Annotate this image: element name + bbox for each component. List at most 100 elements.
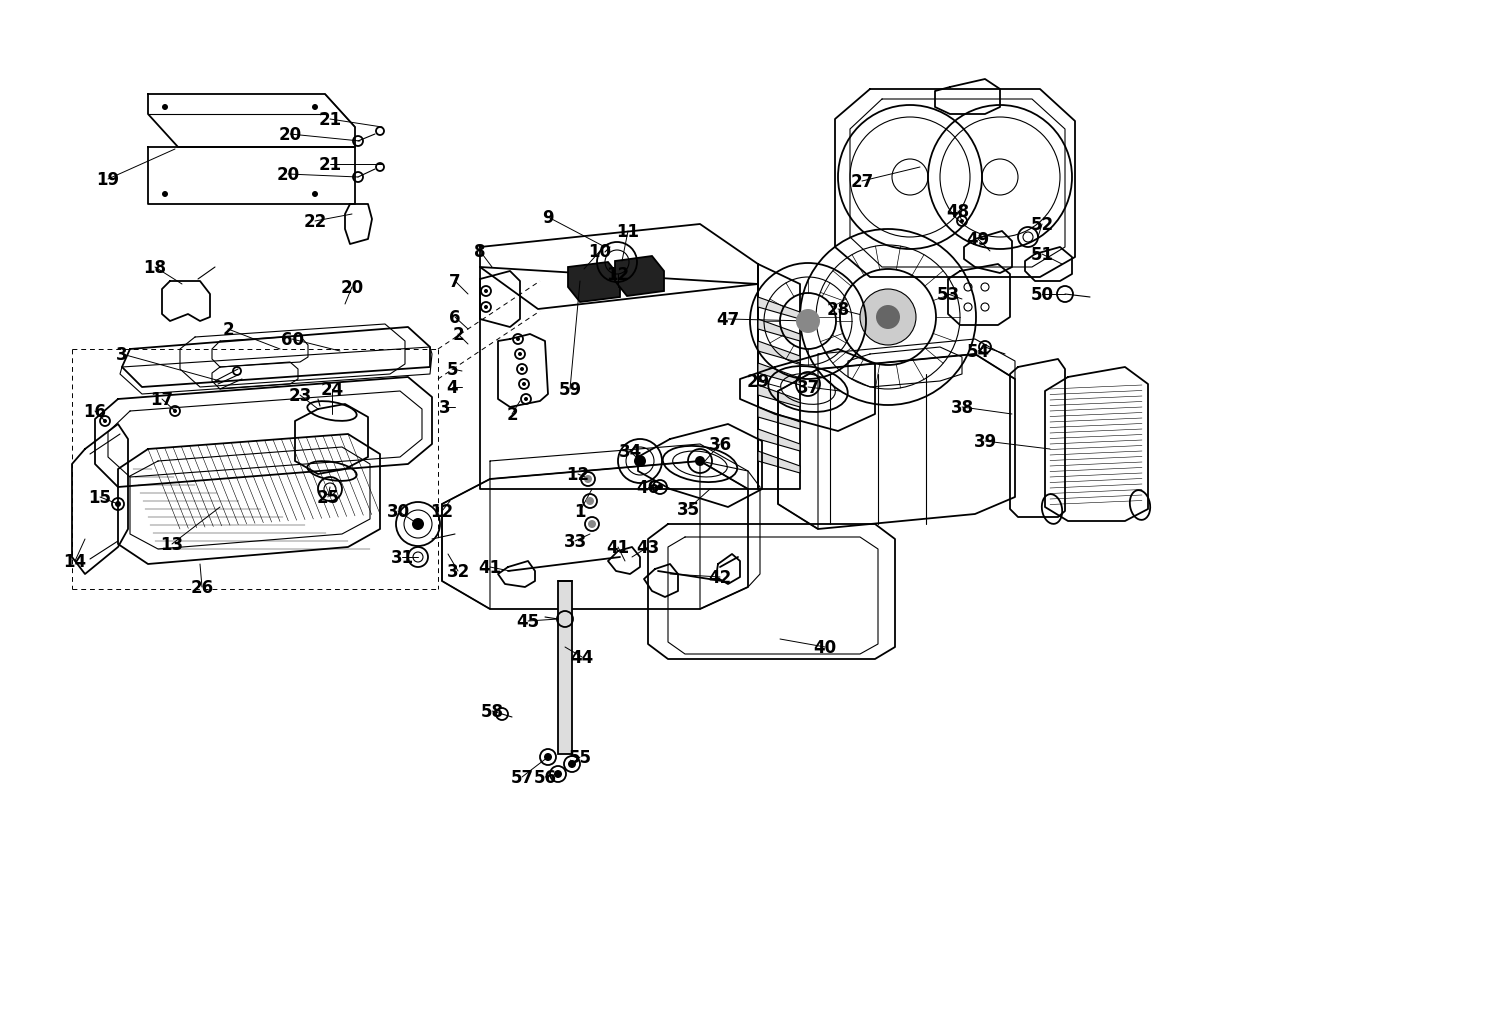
Text: 12: 12 — [430, 502, 454, 521]
Circle shape — [524, 397, 528, 401]
Text: 30: 30 — [386, 502, 409, 521]
Circle shape — [115, 501, 121, 507]
Text: 35: 35 — [676, 500, 700, 519]
Circle shape — [521, 368, 524, 372]
Circle shape — [960, 220, 964, 224]
Text: 18: 18 — [143, 259, 166, 277]
Circle shape — [484, 289, 487, 293]
Circle shape — [161, 192, 167, 198]
Text: 46: 46 — [637, 479, 659, 496]
Text: 11: 11 — [617, 223, 640, 240]
Text: 28: 28 — [827, 301, 850, 319]
Circle shape — [545, 753, 552, 761]
Polygon shape — [758, 364, 800, 385]
Circle shape — [797, 310, 819, 333]
Text: 7: 7 — [450, 273, 460, 290]
Text: 2: 2 — [222, 321, 234, 338]
Text: 41: 41 — [607, 538, 629, 556]
Text: 19: 19 — [97, 171, 119, 189]
Text: 8: 8 — [474, 243, 486, 261]
Text: 33: 33 — [563, 533, 587, 550]
Text: 2: 2 — [506, 406, 518, 424]
Text: 38: 38 — [951, 398, 973, 417]
Circle shape — [312, 105, 318, 111]
Text: 57: 57 — [510, 768, 534, 787]
Polygon shape — [758, 341, 800, 364]
Text: 20: 20 — [341, 279, 364, 297]
Circle shape — [174, 410, 177, 414]
Text: 10: 10 — [589, 243, 611, 261]
Text: 39: 39 — [973, 433, 996, 450]
Text: 40: 40 — [813, 638, 836, 656]
Text: 52: 52 — [1031, 216, 1053, 233]
Text: 29: 29 — [747, 373, 770, 390]
Text: 59: 59 — [558, 381, 581, 398]
Circle shape — [860, 289, 916, 345]
Text: 34: 34 — [619, 442, 641, 461]
Text: 12: 12 — [566, 466, 590, 484]
Text: 17: 17 — [151, 390, 174, 409]
Text: 6: 6 — [450, 309, 460, 327]
Text: 27: 27 — [851, 173, 874, 191]
Text: 3: 3 — [439, 398, 451, 417]
Text: 58: 58 — [480, 702, 504, 720]
Text: 21: 21 — [318, 156, 341, 174]
Text: 45: 45 — [516, 612, 540, 631]
Polygon shape — [758, 385, 800, 408]
Polygon shape — [758, 320, 800, 341]
Text: 26: 26 — [190, 579, 214, 596]
Circle shape — [554, 770, 561, 779]
Text: 43: 43 — [637, 538, 659, 556]
Text: 14: 14 — [63, 552, 86, 571]
Text: 23: 23 — [288, 386, 312, 405]
Circle shape — [656, 484, 662, 490]
Text: 5: 5 — [447, 361, 457, 379]
Text: 13: 13 — [160, 535, 184, 553]
Text: 44: 44 — [570, 648, 593, 666]
Text: 37: 37 — [797, 379, 819, 396]
Polygon shape — [567, 263, 620, 303]
Text: 4: 4 — [447, 379, 457, 396]
Text: 20: 20 — [279, 126, 302, 144]
Circle shape — [312, 192, 318, 198]
Text: 16: 16 — [83, 403, 107, 421]
Text: 20: 20 — [276, 166, 300, 183]
Circle shape — [412, 519, 424, 531]
Text: 32: 32 — [447, 562, 469, 581]
Text: 2: 2 — [453, 326, 463, 343]
Text: 47: 47 — [717, 311, 739, 329]
Text: 49: 49 — [966, 230, 990, 249]
Text: 25: 25 — [317, 488, 340, 506]
Text: 3: 3 — [116, 345, 128, 364]
Circle shape — [567, 760, 576, 768]
Text: 22: 22 — [303, 213, 326, 230]
Circle shape — [584, 476, 592, 484]
Circle shape — [522, 382, 527, 386]
Circle shape — [103, 420, 107, 424]
Text: 60: 60 — [281, 331, 303, 348]
Text: 21: 21 — [318, 111, 341, 128]
Text: 42: 42 — [708, 569, 732, 586]
Text: 53: 53 — [937, 285, 960, 304]
Text: 48: 48 — [946, 203, 970, 221]
Polygon shape — [758, 298, 800, 320]
Text: 36: 36 — [708, 435, 732, 453]
Circle shape — [518, 353, 522, 357]
Circle shape — [877, 306, 899, 330]
Text: 12: 12 — [607, 266, 629, 283]
Text: 50: 50 — [1031, 285, 1053, 304]
Polygon shape — [758, 408, 800, 430]
Circle shape — [161, 105, 167, 111]
Circle shape — [696, 457, 705, 467]
Text: 56: 56 — [534, 768, 557, 787]
Circle shape — [484, 306, 487, 310]
Circle shape — [516, 337, 521, 341]
Text: 41: 41 — [478, 558, 501, 577]
Polygon shape — [558, 582, 572, 754]
Polygon shape — [758, 451, 800, 474]
Text: 24: 24 — [320, 381, 344, 398]
Circle shape — [585, 497, 595, 505]
Text: 31: 31 — [391, 548, 413, 567]
Circle shape — [589, 521, 596, 529]
Text: 15: 15 — [89, 488, 112, 506]
